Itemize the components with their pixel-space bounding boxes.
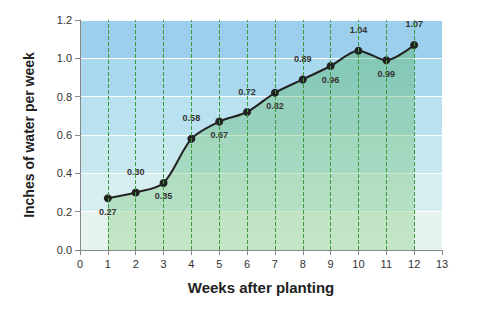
svg-text:0.67: 0.67 — [210, 130, 228, 141]
svg-text:12: 12 — [408, 258, 420, 270]
svg-text:1.0: 1.0 — [57, 52, 72, 64]
svg-text:0.82: 0.82 — [266, 101, 284, 111]
svg-text:Inches of water per week: Inches of water per week — [21, 52, 37, 218]
svg-text:0.0: 0.0 — [57, 244, 72, 256]
svg-text:0.2: 0.2 — [57, 206, 72, 218]
svg-text:0.35: 0.35 — [154, 191, 173, 202]
svg-text:0.99: 0.99 — [377, 68, 396, 79]
svg-text:0.27: 0.27 — [99, 207, 117, 217]
svg-text:Weeks after planting: Weeks after planting — [188, 279, 334, 296]
svg-text:0.6: 0.6 — [57, 129, 72, 141]
svg-text:11: 11 — [381, 258, 392, 270]
svg-text:1.07: 1.07 — [405, 19, 423, 30]
svg-text:3: 3 — [160, 258, 166, 270]
svg-text:7: 7 — [272, 258, 278, 270]
svg-text:0.72: 0.72 — [238, 86, 256, 97]
svg-text:9: 9 — [328, 258, 334, 270]
svg-text:0.8: 0.8 — [57, 91, 72, 103]
svg-text:0.30: 0.30 — [126, 167, 145, 177]
svg-text:5: 5 — [216, 258, 222, 270]
svg-text:1: 1 — [105, 258, 111, 270]
svg-text:4: 4 — [188, 258, 194, 270]
svg-text:0.96: 0.96 — [321, 74, 340, 85]
svg-text:8: 8 — [300, 258, 306, 270]
svg-text:1.2: 1.2 — [57, 14, 72, 26]
svg-text:6: 6 — [244, 258, 250, 270]
svg-text:0: 0 — [77, 258, 83, 270]
svg-text:0.58: 0.58 — [182, 113, 201, 124]
svg-text:13: 13 — [436, 258, 448, 270]
svg-text:0.4: 0.4 — [57, 167, 72, 179]
svg-text:0.89: 0.89 — [294, 54, 312, 64]
svg-text:1.04: 1.04 — [349, 25, 368, 36]
svg-text:2: 2 — [133, 258, 139, 270]
svg-text:10: 10 — [352, 258, 364, 270]
